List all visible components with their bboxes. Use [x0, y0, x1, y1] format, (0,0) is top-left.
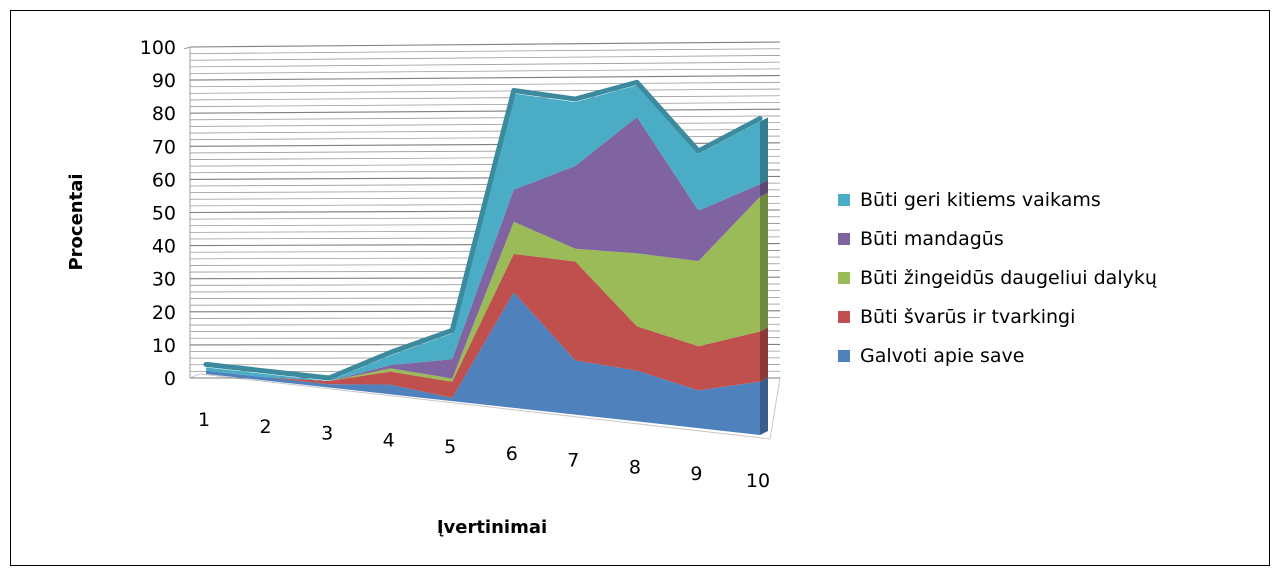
- legend-item: Galvoti apie save: [838, 345, 1024, 367]
- legend-label: Būti žingeidūs daugeliui dalykų: [860, 267, 1157, 289]
- legend-item: Būti žingeidūs daugeliui dalykų: [838, 267, 1157, 289]
- legend-swatch: [838, 311, 850, 323]
- gridline: [189, 75, 781, 81]
- y-tick-label: 100: [140, 37, 176, 59]
- legend-swatch: [838, 350, 850, 362]
- y-tick-label: 10: [152, 335, 176, 357]
- legend-swatch: [838, 272, 850, 284]
- area-5: [206, 85, 760, 382]
- y-axis-title: Procentai: [66, 173, 87, 270]
- gridline: [189, 41, 781, 48]
- area-3: [206, 196, 760, 382]
- area-side-2: [760, 327, 768, 382]
- y-tick-label: 30: [152, 269, 176, 291]
- gridline: [189, 128, 781, 134]
- x-tick-label: 2: [260, 416, 272, 438]
- area-1: [206, 292, 760, 435]
- y-tick-label: 70: [152, 136, 176, 158]
- area-top-edge: [203, 79, 763, 381]
- x-tick-label: 10: [746, 470, 770, 492]
- gridline: [189, 95, 781, 101]
- legend-label: Galvoti apie save: [860, 345, 1024, 367]
- y-tick-label: 80: [152, 103, 176, 125]
- legend-swatch: [838, 233, 850, 245]
- gridline: [189, 61, 781, 68]
- legend-item: Būti geri kitiems vaikams: [838, 189, 1101, 211]
- area-side-5: [760, 117, 768, 185]
- x-tick-label: 8: [629, 456, 641, 478]
- area-series: [203, 79, 768, 435]
- gridline: [189, 55, 781, 61]
- legend-swatch: [838, 194, 850, 206]
- y-tick-label: 50: [152, 203, 176, 225]
- area-2: [206, 253, 760, 398]
- legend-label: Būti geri kitiems vaikams: [860, 189, 1101, 211]
- x-tick-label: 6: [506, 443, 518, 465]
- gridline: [189, 115, 781, 121]
- area-4: [206, 117, 760, 382]
- y-tick-label: 20: [152, 302, 176, 324]
- gridline: [189, 122, 781, 127]
- y-tick-label: 60: [152, 169, 176, 191]
- x-tick-label: 9: [690, 463, 702, 485]
- x-tick-label: 5: [444, 436, 456, 458]
- gridline: [189, 135, 781, 141]
- gridline: [189, 81, 781, 88]
- gridline: [189, 108, 781, 114]
- y-tick-label: 0: [164, 368, 176, 390]
- x-axis-title: Įvertinimai: [437, 517, 547, 538]
- area-side-3: [760, 192, 768, 332]
- area-side-4: [760, 180, 768, 197]
- x-tick-label: 7: [567, 450, 579, 472]
- x-tick-label: 3: [321, 423, 333, 445]
- gridline: [189, 48, 781, 55]
- gridline: [189, 102, 781, 107]
- gridline: [189, 68, 781, 74]
- x-tick-label: 1: [198, 409, 210, 431]
- y-axis-ticks: 0 10 20 30 40 50 60 70 80 90 100: [140, 37, 176, 390]
- legend-item: Būti mandagūs: [838, 228, 1004, 250]
- legend-label: Būti švarūs ir tvarkingi: [860, 306, 1075, 328]
- area-side-1: [760, 377, 768, 435]
- legend-label: Būti mandagūs: [860, 228, 1004, 250]
- side-wall-top: [183, 46, 191, 50]
- gridline: [189, 88, 781, 94]
- legend: Būti geri kitiems vaikams Būti mandagūs Bū…: [838, 189, 1157, 367]
- x-tick-label: 4: [383, 429, 395, 451]
- y-tick-label: 90: [152, 70, 176, 92]
- x-axis-ticks: 1 2 3 4 5 6 7 8 9 10: [198, 409, 770, 492]
- legend-item: Būti švarūs ir tvarkingi: [838, 306, 1075, 328]
- y-tick-label: 40: [152, 236, 176, 258]
